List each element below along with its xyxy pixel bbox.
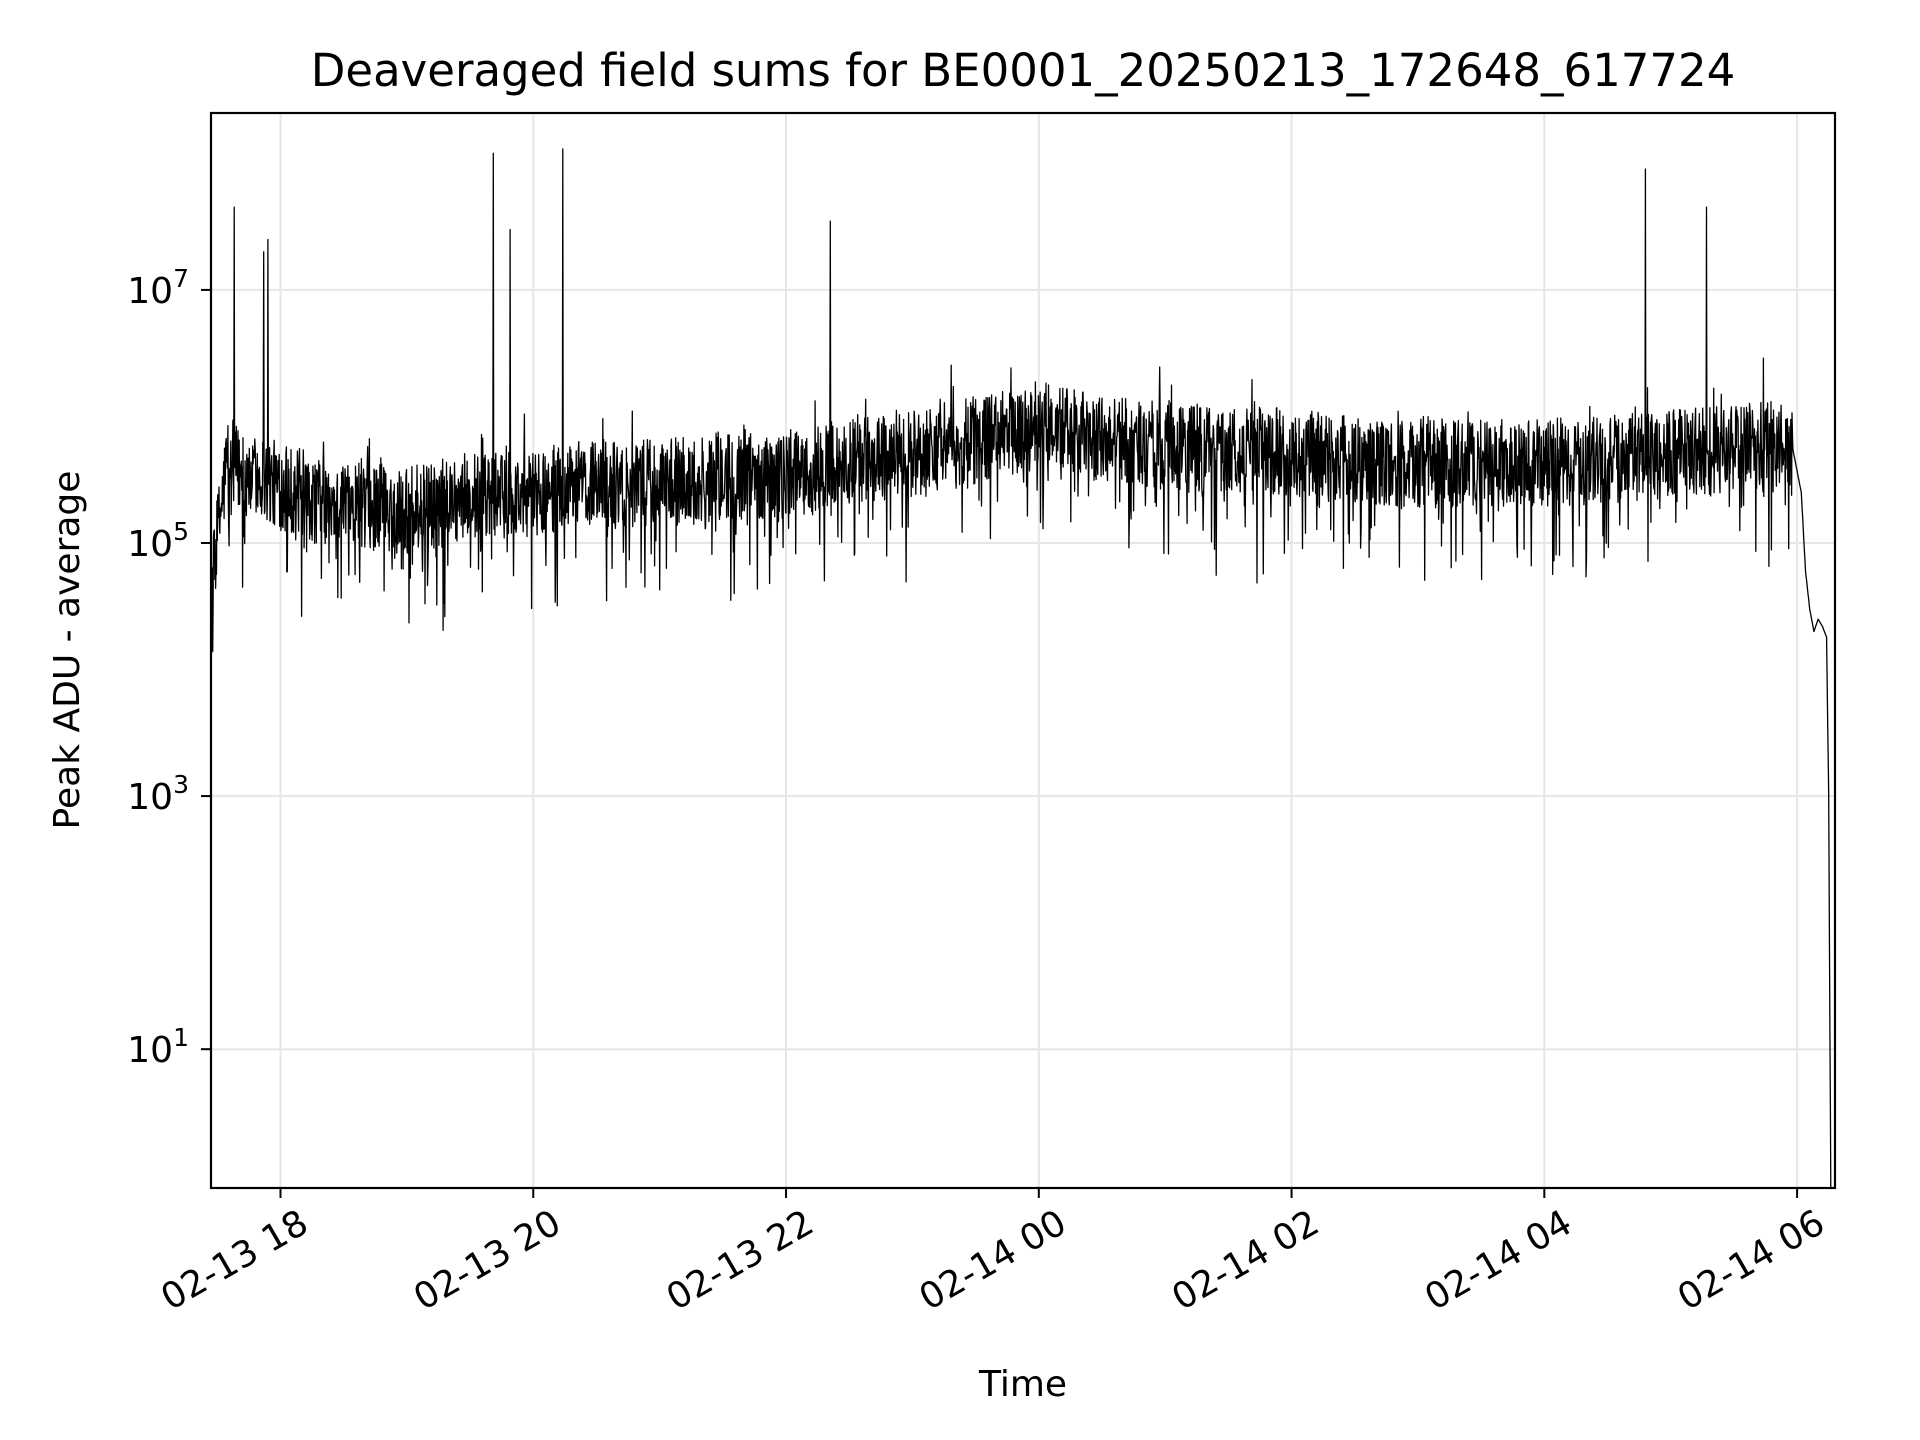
y-tick-label: 105	[127, 517, 189, 565]
series-line	[210, 148, 1832, 1189]
y-tick-label: 103	[127, 770, 189, 818]
x-axis-label: Time	[978, 1364, 1067, 1405]
data-layer	[210, 148, 1832, 1189]
y-axis-label: Peak ADU - average	[47, 471, 88, 830]
y-tick-label: 101	[127, 1023, 189, 1071]
y-tick-label: 107	[127, 264, 189, 312]
grid-layer	[211, 113, 1835, 1188]
plot-frame	[209, 111, 1837, 1190]
chart-title: Deaveraged field sums for BE0001_2025021…	[311, 44, 1736, 97]
